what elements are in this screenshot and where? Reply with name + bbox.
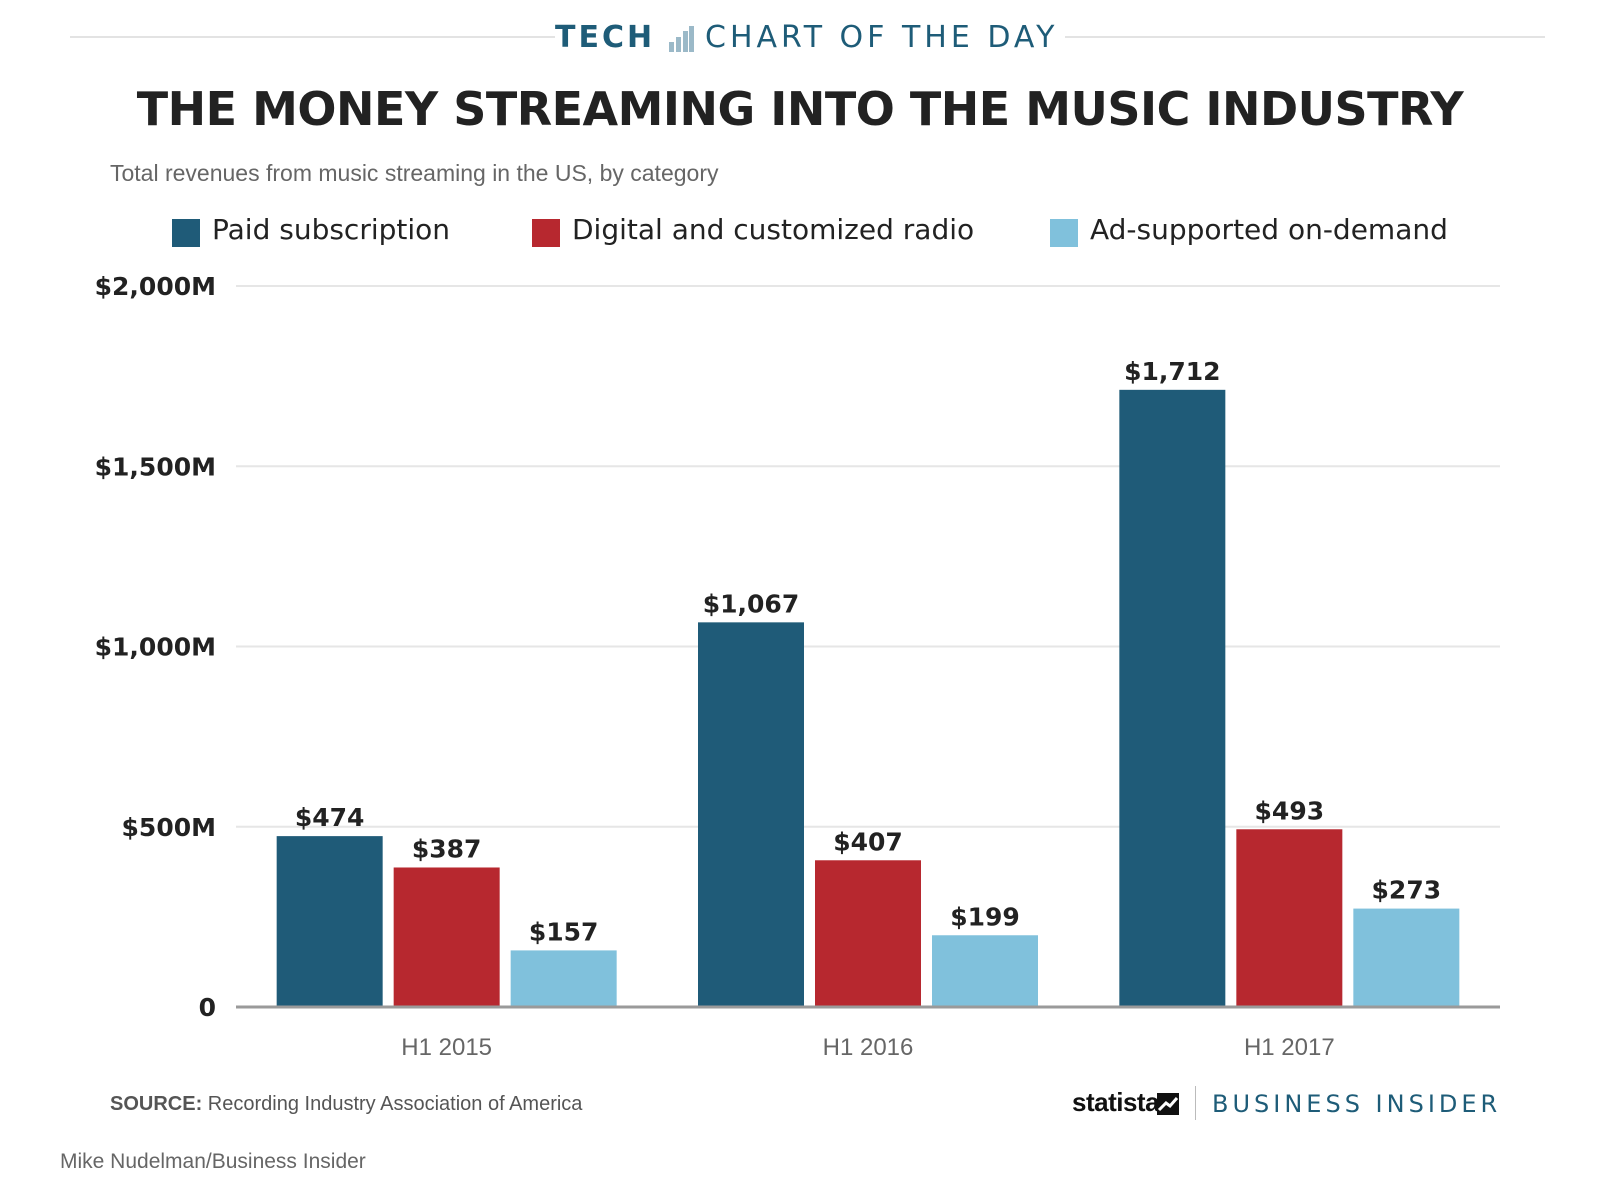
y-tick-label: $500M <box>122 813 216 842</box>
data-label: $199 <box>950 902 1020 931</box>
chart-title: THE MONEY STREAMING INTO THE MUSIC INDUS… <box>136 82 1464 136</box>
source-label: SOURCE: <box>110 1093 203 1115</box>
data-label: $493 <box>1255 796 1325 825</box>
bar <box>510 950 617 1007</box>
bar <box>932 935 1038 1007</box>
legend-swatch <box>1050 219 1078 247</box>
chart-of-the-day-header: TECH CHART OF THE DAY <box>0 14 1600 62</box>
legend-swatch <box>172 219 200 247</box>
source-note: SOURCE: Recording Industry Association o… <box>110 1093 582 1116</box>
statista-logo-icon <box>1157 1093 1179 1115</box>
bar <box>1119 389 1226 1008</box>
x-tick-label: H1 2016 <box>823 1034 914 1061</box>
data-label: $157 <box>529 917 599 946</box>
x-tick-label: H1 2015 <box>401 1034 492 1061</box>
source-text: Recording Industry Association of Americ… <box>207 1093 583 1115</box>
legend-label: Ad-supported on-demand <box>1090 213 1448 246</box>
data-label: $1,712 <box>1124 357 1220 386</box>
header-rule-right <box>1065 36 1545 38</box>
x-tick-label: H1 2017 <box>1244 1034 1335 1061</box>
header-section-label: CHART OF THE DAY <box>705 20 1059 55</box>
bar <box>815 860 921 1007</box>
statista-logo: statista <box>1072 1087 1160 1117</box>
y-tick-label: $1,000M <box>95 633 216 662</box>
header-tech-label: TECH <box>555 20 656 55</box>
bar-chart-icon <box>669 26 694 52</box>
business-insider-logo: BUSINESS INSIDER <box>1212 1090 1502 1118</box>
data-label: $407 <box>833 827 903 856</box>
bar <box>1236 829 1343 1007</box>
legend-label: Paid subscription <box>212 213 451 246</box>
y-tick-label: 0 <box>199 993 216 1022</box>
logo-divider <box>1195 1086 1196 1120</box>
bar <box>276 836 383 1007</box>
data-label: $1,067 <box>703 589 799 618</box>
data-label: $387 <box>412 834 482 863</box>
data-label: $273 <box>1372 876 1442 905</box>
chart-subtitle: Total revenues from music streaming in t… <box>110 160 719 186</box>
legend-swatch <box>532 219 560 247</box>
bar <box>393 867 500 1007</box>
y-tick-label: $1,500M <box>95 452 216 481</box>
image-credit: Mike Nudelman/Business Insider <box>60 1150 366 1173</box>
bar <box>1353 908 1460 1007</box>
legend-label: Digital and customized radio <box>572 213 975 246</box>
header-rule-left <box>70 36 555 38</box>
y-tick-label: $2,000M <box>95 272 216 301</box>
bar <box>698 622 804 1007</box>
data-label: $474 <box>295 803 365 832</box>
